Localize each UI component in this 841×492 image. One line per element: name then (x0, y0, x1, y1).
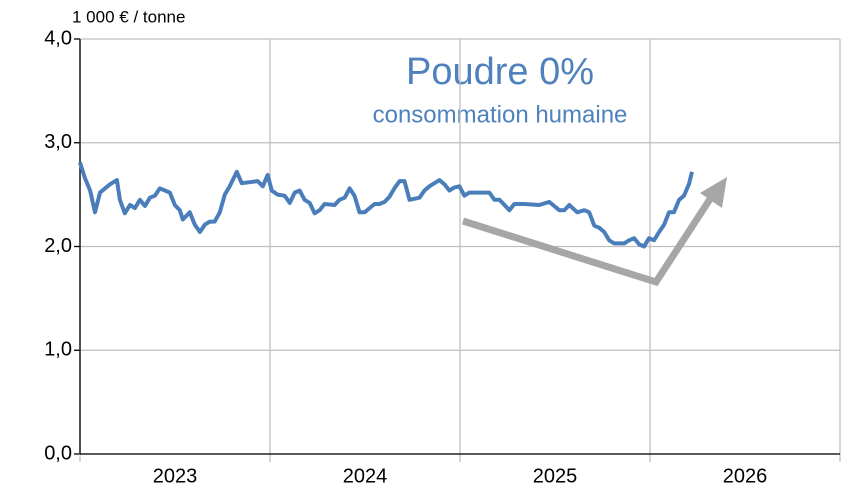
y-tick-label: 1,0 (44, 339, 72, 361)
line-series (78, 161, 694, 249)
arrow-head (700, 177, 727, 208)
trend-line (461, 194, 715, 287)
x-tick-label: 2024 (343, 465, 388, 487)
grid: 0,0 1,0 2,0 3,0 4,0 2023 2024 2025 2026 (44, 27, 841, 487)
chart-title: Poudre 0% (406, 51, 594, 93)
x-tick-label: 2025 (533, 465, 578, 487)
y-tick-label: 3,0 (44, 131, 72, 153)
x-tick-label: 2023 (153, 465, 198, 487)
plot (78, 161, 694, 249)
y-tick-label: 4,0 (44, 27, 72, 49)
x-tick-label: 2026 (723, 465, 768, 487)
y-tick-label: 2,0 (44, 235, 72, 257)
trend-arrow (461, 177, 727, 287)
y-axis-unit: 1 000 € / tonne (72, 7, 185, 26)
y-tick-label: 0,0 (44, 442, 72, 464)
chart-subtitle: consommation humaine (373, 101, 628, 128)
